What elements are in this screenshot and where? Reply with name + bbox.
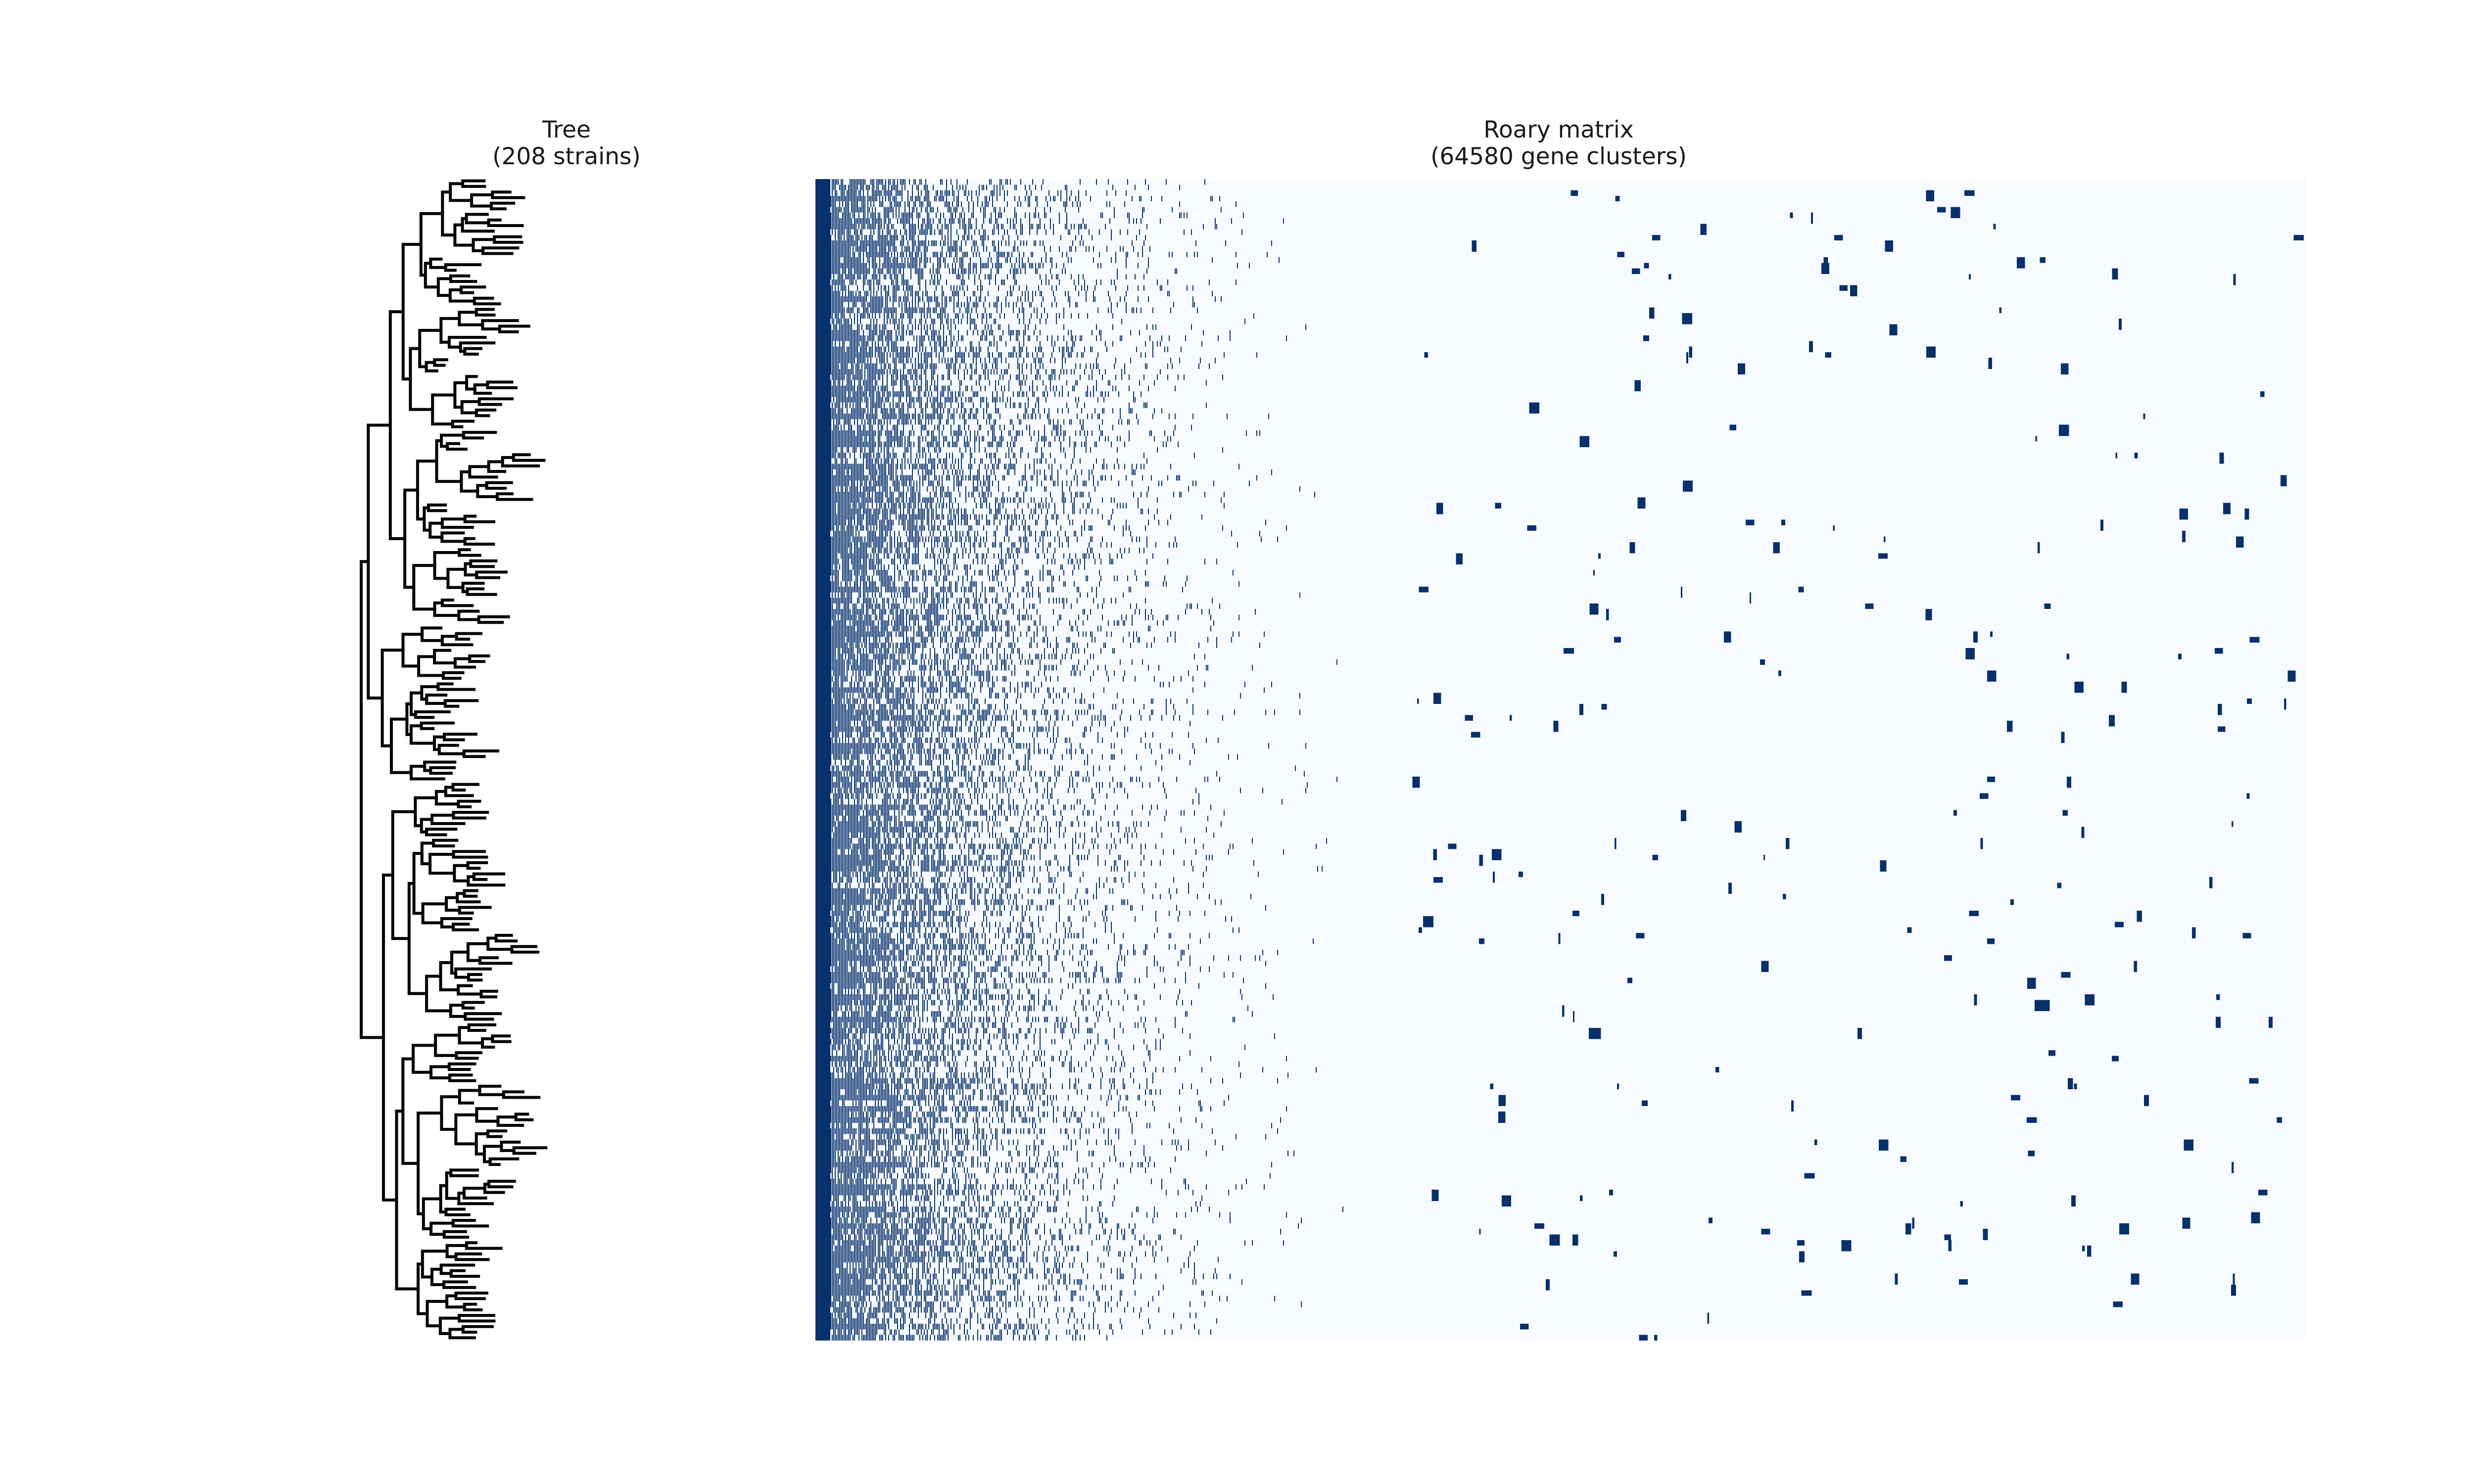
matrix-title-line2: (64580 gene clusters) xyxy=(1430,143,1687,170)
matrix-presence-cells xyxy=(815,179,2304,1341)
matrix-title: Roary matrix (64580 gene clusters) xyxy=(1311,117,1806,170)
accessory-genome-cells xyxy=(830,179,1344,1341)
tree-canvas xyxy=(360,179,548,1340)
tree-title: Tree (208 strains) xyxy=(480,117,653,170)
tree-edges xyxy=(360,179,548,1340)
tree-title-line2: (208 strains) xyxy=(492,143,641,170)
roary-matrix-heatmap xyxy=(815,179,2306,1341)
phylogenetic-tree xyxy=(346,178,792,1341)
matrix-title-line1: Roary matrix xyxy=(1483,116,1634,143)
matrix-canvas xyxy=(815,179,2306,1341)
tree-title-line1: Tree xyxy=(542,116,591,143)
core-genome-block xyxy=(815,179,830,1341)
tree-branches xyxy=(360,179,548,1340)
